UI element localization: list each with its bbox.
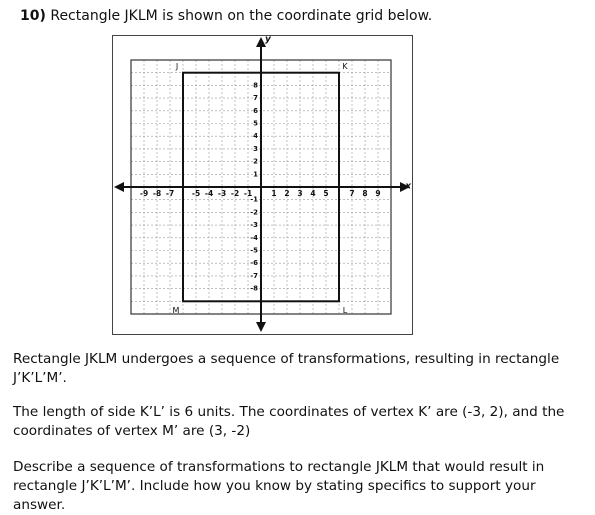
arrow — [256, 37, 266, 47]
y-tick-label: -7 — [250, 272, 258, 280]
y-tick-label: -8 — [250, 285, 258, 293]
question-text: Rectangle JKLM is shown on the coordinat… — [50, 8, 433, 24]
x-tick-label: -2 — [231, 189, 239, 198]
x-tick-label: 5 — [323, 189, 328, 198]
y-tick-label: 6 — [253, 107, 258, 115]
x-tick-label: 7 — [349, 189, 354, 198]
y-tick-label: 2 — [253, 158, 258, 166]
arrow — [400, 182, 410, 192]
vertex-label: M — [173, 306, 180, 315]
y-tick-label: 7 — [253, 94, 258, 102]
y-tick-label: 1 — [253, 170, 258, 178]
y-tick-label: -1 — [250, 196, 258, 204]
question: 10) Rectangle JKLM is shown on the coord… — [20, 8, 432, 24]
x-tick-label: -9 — [140, 189, 148, 198]
y-tick-label: 4 — [253, 132, 258, 140]
y-tick-label: -6 — [250, 259, 258, 267]
vertex-label: J — [175, 62, 178, 71]
paragraph: The length of side K’L’ is 6 units. The … — [13, 404, 565, 439]
x-tick-label: 9 — [375, 189, 380, 198]
rectangle — [182, 71, 340, 303]
arrow — [114, 182, 124, 192]
y-tick-label: -5 — [250, 247, 258, 255]
y-tick-label: 8 — [253, 81, 258, 89]
paragraph: Describe a sequence of transformations t… — [13, 459, 545, 513]
question-number: 10) — [20, 8, 46, 24]
x-tick-label: -1 — [244, 189, 252, 198]
vertex-label: K — [342, 62, 348, 71]
y-tick-label: -2 — [250, 208, 258, 216]
x-tick-label: -4 — [205, 189, 213, 198]
x-tick-label: -5 — [192, 189, 200, 198]
x-tick-label: 8 — [362, 189, 367, 198]
x-tick-label: -8 — [153, 189, 161, 198]
x-tick-label: 1 — [271, 189, 276, 198]
x-tick-label: -7 — [166, 189, 174, 198]
x-tick-label: 2 — [284, 189, 289, 198]
axis-label: y — [265, 35, 272, 45]
y-tick-label: -3 — [250, 221, 258, 229]
coordinate-grid: xy-9 -8 -7 -5 -4 -3 -2 -1 1 2 3 4 5 7 8 987654321-1-2-3… — [112, 35, 413, 335]
x-tick-label: -3 — [218, 189, 226, 198]
y-tick-label: -4 — [250, 234, 258, 242]
y-tick-label: 3 — [253, 145, 258, 153]
axis-label: x — [404, 182, 412, 192]
y-tick-label: 5 — [253, 120, 258, 128]
arrow — [256, 322, 266, 332]
image-frame — [112, 35, 413, 335]
x-tick-label: 4 — [310, 189, 315, 198]
vertex-label: L — [343, 306, 348, 315]
x-tick-label: 3 — [297, 189, 302, 198]
paragraph: Rectangle JKLM undergoes a sequence of t… — [13, 351, 560, 386]
